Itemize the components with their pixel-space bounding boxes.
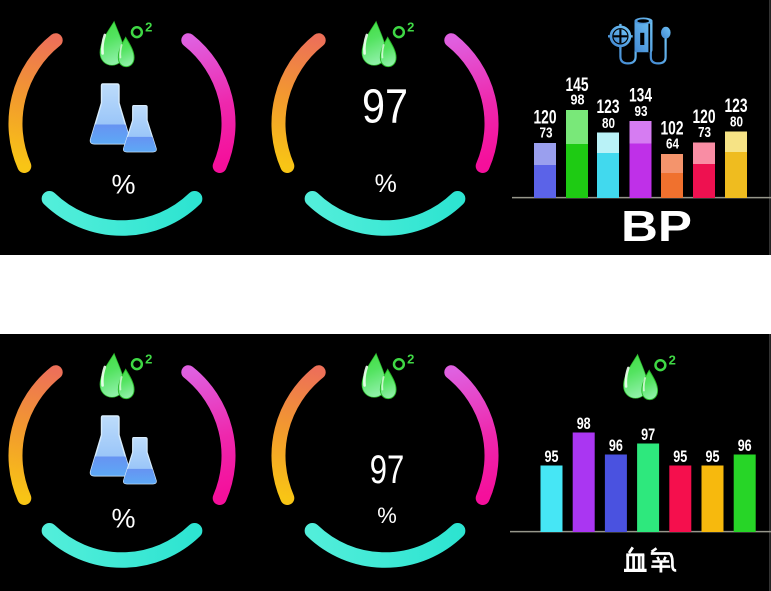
svg-text:102: 102 <box>661 119 684 140</box>
svg-text:95: 95 <box>545 447 559 466</box>
svg-text:80: 80 <box>730 115 743 131</box>
svg-text:96: 96 <box>609 436 623 455</box>
svg-text:96: 96 <box>738 436 752 455</box>
svg-text:%: % <box>375 170 397 198</box>
svg-text:123: 123 <box>597 97 620 118</box>
svg-text:97: 97 <box>370 448 405 492</box>
svg-text:97: 97 <box>641 425 655 444</box>
svg-text:%: % <box>377 503 397 528</box>
svg-text:98: 98 <box>577 414 591 433</box>
svg-text:145: 145 <box>566 75 589 96</box>
svg-text:64: 64 <box>666 137 679 153</box>
svg-text:73: 73 <box>698 125 711 141</box>
svg-text:123: 123 <box>725 96 748 117</box>
svg-text:73: 73 <box>540 126 553 142</box>
svg-text:120: 120 <box>534 108 557 129</box>
svg-text:97: 97 <box>362 81 408 134</box>
svg-text:93: 93 <box>635 104 648 120</box>
svg-text:80: 80 <box>602 116 615 132</box>
svg-text:98: 98 <box>571 93 585 109</box>
svg-text:95: 95 <box>706 447 720 466</box>
svg-text:BP: BP <box>621 203 692 251</box>
svg-text:%: % <box>111 503 135 533</box>
svg-text:134: 134 <box>629 86 652 107</box>
svg-text:%: % <box>111 170 135 200</box>
svg-text:120: 120 <box>693 107 716 128</box>
svg-text:95: 95 <box>673 447 687 466</box>
